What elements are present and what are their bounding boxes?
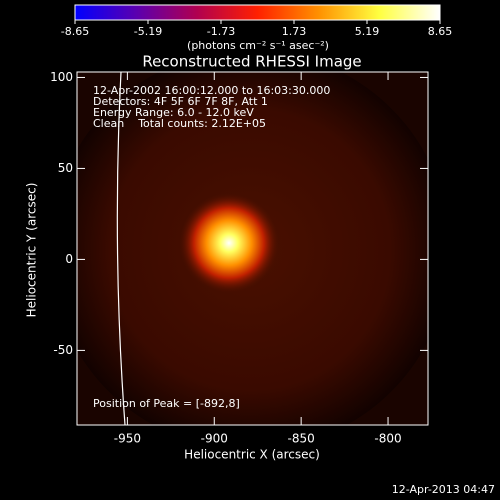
colorbar xyxy=(74,4,441,21)
annotation: Energy Range: 6.0 - 12.0 keV xyxy=(93,106,254,119)
colorbar-tick-label: 5.19 xyxy=(355,25,380,38)
x-axis-label: Heliocentric X (arcsec) xyxy=(184,448,320,462)
y-tick-label: 100 xyxy=(50,70,73,84)
colorbar-label: (photons cm⁻² s⁻¹ asec⁻²) xyxy=(187,39,329,52)
limb xyxy=(116,72,126,425)
y-tick-label: 50 xyxy=(58,161,73,175)
y-tick-label: -50 xyxy=(53,343,73,357)
colorbar-tick-label: 1.73 xyxy=(282,25,307,38)
y-tick-label: 0 xyxy=(65,252,73,266)
chart-title: Reconstructed RHESSI Image xyxy=(142,53,361,71)
annotation: Detectors: 4F 5F 6F 7F 8F, Att 1 xyxy=(93,95,268,108)
colorbar-tick-label: -8.65 xyxy=(61,25,89,38)
x-tick-label: -950 xyxy=(114,432,141,446)
annotation: Clean Total counts: 2.12E+05 xyxy=(93,117,266,130)
x-tick-label: -800 xyxy=(374,432,401,446)
plot-frame xyxy=(76,71,429,426)
x-tick-label: -900 xyxy=(201,432,228,446)
colorbar-tick-label: -5.19 xyxy=(134,25,162,38)
colorbar-tick-label: -1.73 xyxy=(207,25,235,38)
image xyxy=(77,72,428,425)
peak-note: Position of Peak = [-892,8] xyxy=(93,397,240,410)
annotation: 12-Apr-2002 16:00:12.000 to 16:03:30.000 xyxy=(93,84,330,97)
x-tick-label: -850 xyxy=(288,432,315,446)
y-axis-label: Heliocentric Y (arcsec) xyxy=(25,183,39,318)
colorbar-tick-label: 8.65 xyxy=(428,25,453,38)
timestamp: 12-Apr-2013 04:47 xyxy=(392,483,495,496)
